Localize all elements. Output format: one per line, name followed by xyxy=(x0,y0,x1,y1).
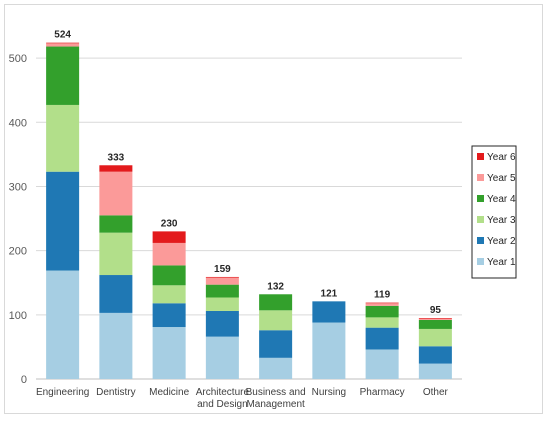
y-tick-label: 400 xyxy=(9,117,27,129)
bar-segment-year-2 xyxy=(46,171,80,271)
bar-segment-year-5 xyxy=(99,171,133,216)
bar-segment-year-3 xyxy=(418,328,452,347)
legend-swatch xyxy=(477,195,484,202)
bar-segment-year-4 xyxy=(46,46,80,105)
x-category-label: Nursing xyxy=(312,387,346,398)
y-tick-label: 200 xyxy=(9,246,27,258)
bar-segment-year-3 xyxy=(99,232,133,276)
legend-swatch xyxy=(477,237,484,244)
legend-swatch xyxy=(477,174,484,181)
bar-segment-year-6 xyxy=(46,42,80,44)
bar-segment-year-2 xyxy=(205,310,239,337)
bar-segment-year-5 xyxy=(365,303,399,306)
x-category-label: Other xyxy=(423,387,449,398)
bar-total-label: 95 xyxy=(430,305,442,316)
bar-segment-year-2 xyxy=(418,346,452,364)
bar-total-label: 333 xyxy=(108,152,125,163)
bar-segment-year-1 xyxy=(418,363,452,379)
bar-segment-year-6 xyxy=(418,318,452,319)
bar-segment-year-2 xyxy=(259,330,293,358)
bar-segment-year-1 xyxy=(46,270,80,379)
x-category-label: Pharmacy xyxy=(360,387,405,398)
bar-segment-year-6 xyxy=(99,165,133,172)
bar-segment-year-4 xyxy=(152,265,186,286)
bar-segment-year-3 xyxy=(205,297,239,311)
bar-segment-year-4 xyxy=(205,284,239,298)
bar-segment-year-1 xyxy=(259,357,293,379)
x-category-label: Engineering xyxy=(36,387,89,398)
bar-segment-year-1 xyxy=(205,336,239,379)
bar-segment-year-3 xyxy=(46,104,80,172)
x-category-label: Management xyxy=(246,399,305,410)
x-category-label: Medicine xyxy=(149,387,189,398)
bar-segment-year-6 xyxy=(205,276,239,278)
bar-segment-year-3 xyxy=(152,285,186,304)
bar-segment-year-5 xyxy=(205,277,239,285)
y-tick-label: 0 xyxy=(21,374,27,386)
legend-label: Year 5 xyxy=(487,173,516,184)
y-tick-label: 100 xyxy=(9,310,27,322)
legend-swatch xyxy=(477,258,484,265)
legend-label: Year 4 xyxy=(487,194,516,205)
bar-total-label: 524 xyxy=(54,30,71,41)
y-tick-label: 500 xyxy=(9,53,27,65)
bar-segment-year-6 xyxy=(152,231,186,243)
y-tick-label: 300 xyxy=(9,181,27,193)
legend-box xyxy=(471,145,517,279)
bar-total-label: 119 xyxy=(374,290,391,301)
bar-segment-year-4 xyxy=(99,215,133,233)
bar-segment-year-1 xyxy=(312,322,346,379)
bar-total-label: 230 xyxy=(161,218,178,229)
bar-segment-year-4 xyxy=(259,294,293,311)
legend-swatch xyxy=(477,153,484,160)
bar-segment-year-5 xyxy=(152,242,186,266)
bar-segment-year-1 xyxy=(99,312,133,379)
legend-label: Year 3 xyxy=(487,215,516,226)
bar-segment-year-1 xyxy=(365,349,399,379)
legend-swatch xyxy=(477,216,484,223)
bar-segment-year-3 xyxy=(259,310,293,331)
bar-segment-year-1 xyxy=(152,327,186,379)
legend-label: Year 1 xyxy=(487,257,516,268)
bar-total-label: 159 xyxy=(214,264,231,275)
x-category-label: Architecture xyxy=(196,387,250,398)
bar-segment-year-6 xyxy=(365,302,399,304)
bar-total-label: 132 xyxy=(267,281,284,292)
legend-label: Year 2 xyxy=(487,236,516,247)
bar-segment-year-2 xyxy=(152,303,186,328)
bar-segment-year-2 xyxy=(312,301,346,323)
legend-label: Year 6 xyxy=(487,152,516,163)
x-category-label: Business and xyxy=(246,387,306,398)
bar-segment-year-2 xyxy=(99,275,133,313)
bar-segment-year-5 xyxy=(46,43,80,47)
x-category-label: and Design xyxy=(197,399,248,410)
bar-segment-year-4 xyxy=(365,305,399,318)
bar-total-label: 121 xyxy=(321,288,338,299)
bar-segment-year-4 xyxy=(418,319,452,329)
bar-segment-year-5 xyxy=(418,318,452,320)
bar-segment-year-2 xyxy=(365,327,399,350)
bar-segment-year-3 xyxy=(365,317,399,328)
x-category-label: Dentistry xyxy=(96,387,135,398)
